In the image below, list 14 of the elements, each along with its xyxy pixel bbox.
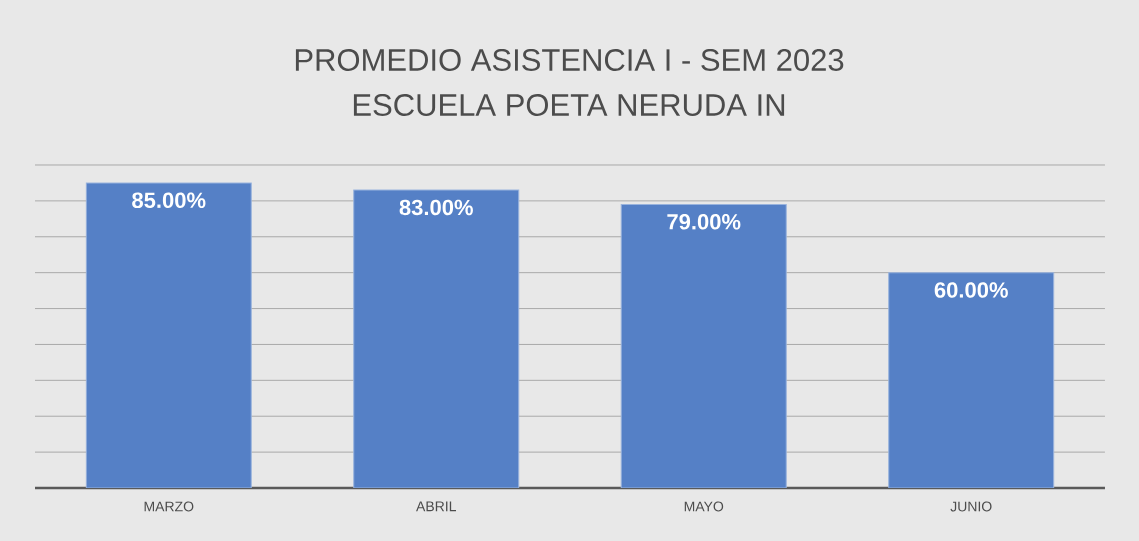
data-label: 83.00% [399, 199, 473, 216]
bar [620, 203, 787, 488]
bar [888, 272, 1055, 488]
x-tick-label: MARZO [144, 501, 194, 512]
bar [353, 189, 520, 488]
data-label: 60.00% [934, 282, 1008, 298]
x-tick-label: ABRIL [416, 501, 457, 512]
chart-subtitle: ESCUELA POETA NERUDA IN [353, 94, 785, 116]
data-label: 85.00% [132, 192, 206, 209]
x-tick-label: JUNIO [950, 501, 992, 512]
bar [85, 182, 252, 488]
x-tick-label: MAYO [684, 501, 724, 512]
data-label: 79.00% [667, 214, 741, 230]
chart-title: PROMEDIO ASISTENCIA I - SEM 2023 [295, 49, 844, 71]
